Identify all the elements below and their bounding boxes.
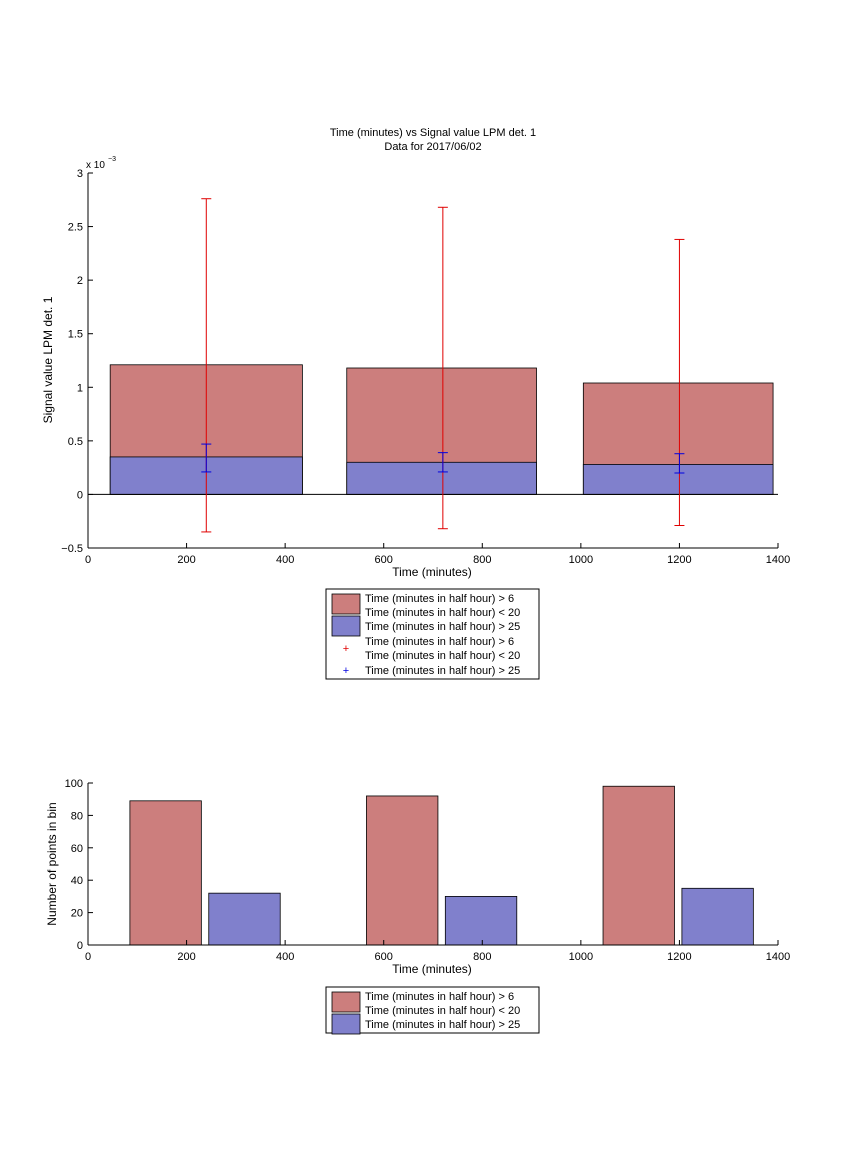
legend-box [325, 986, 540, 1034]
chart-subtitle: Data for 2017/06/02 [384, 141, 481, 153]
x-tick-label: 400 [276, 951, 294, 963]
bar-series-0 [366, 795, 439, 946]
legend-label: Time (minutes in half hour) < 20 [365, 607, 520, 619]
legend-box [325, 588, 540, 680]
bars-layer [129, 785, 754, 946]
axes-layer: 0 200 400 600 800 1000 1200 1400 0 20 40 60 80 100 [65, 778, 791, 963]
y-tick-label: 0 [77, 940, 83, 952]
x-tick-label: 800 [473, 951, 491, 963]
errorbars-layer [201, 198, 685, 533]
legend-marker-red-plus: + [343, 643, 349, 655]
y-axis-exponent: x 10 −3 [86, 156, 116, 171]
y-tick-label: 2.5 [68, 222, 83, 234]
y-tick-label: 100 [65, 778, 83, 790]
bar-series-1 [444, 896, 518, 946]
bar-series-1 [681, 887, 754, 946]
x-axis-label: Time (minutes) [392, 962, 472, 976]
bar-series-1 [346, 461, 537, 495]
legend-swatch-red [331, 593, 361, 615]
x-tick-label: 800 [473, 554, 491, 566]
y-axis-label: Number of points in bin [45, 802, 59, 925]
legend-label: Time (minutes in half hour) > 25 [365, 1019, 520, 1031]
legend-label: Time (minutes in half hour) > 6 [365, 593, 514, 605]
bar-series-0 [129, 800, 202, 946]
x-tick-label: 1200 [667, 951, 691, 963]
y-tick-label: 60 [71, 843, 83, 855]
legend-label: Time (minutes in half hour) > 25 [365, 665, 520, 677]
x-tick-label: 200 [177, 554, 195, 566]
bars-layer [109, 364, 774, 495]
legend-label: Time (minutes in half hour) > 6 [365, 636, 514, 648]
x-tick-label: 1200 [667, 554, 691, 566]
exponent-power: −3 [108, 156, 116, 163]
signal-chart: Time (minutes) vs Signal value LPM det. … [41, 127, 790, 579]
bar-series-0 [602, 785, 675, 946]
y-tick-label: 1.5 [68, 329, 83, 341]
x-tick-label: 1400 [766, 951, 790, 963]
y-tick-label: 0.5 [68, 436, 83, 448]
exponent-base: x 10 [86, 160, 105, 171]
legend-swatch-blue [331, 1013, 361, 1035]
x-tick-label: 1000 [569, 554, 593, 566]
count-chart: 0 200 400 600 800 1000 1200 1400 0 20 40 60 80 100 Ti… [45, 778, 790, 976]
legend-swatch-red [331, 991, 361, 1013]
x-tick-label: 1000 [569, 951, 593, 963]
x-tick-label: 1400 [766, 554, 790, 566]
x-tick-label: 0 [85, 554, 91, 566]
legend-label: Time (minutes in half hour) < 20 [365, 650, 520, 662]
x-axis-label: Time (minutes) [392, 565, 472, 579]
legend-label: Time (minutes in half hour) < 20 [365, 1005, 520, 1017]
legend-label: Time (minutes in half hour) > 6 [365, 991, 514, 1003]
y-tick-label: 40 [71, 875, 83, 887]
y-tick-label: −0.5 [61, 543, 83, 555]
signal-legend: Time (minutes in half hour) > 6 Time (mi… [325, 588, 540, 680]
x-tick-label: 200 [177, 951, 195, 963]
y-tick-label: 0 [77, 489, 83, 501]
axes-layer: 0 200 400 600 800 1000 1200 1400−0.500.511.522.… [61, 168, 790, 566]
legend-label: Time (minutes in half hour) > 25 [365, 621, 520, 633]
x-tick-label: 600 [375, 951, 393, 963]
bar-series-1 [582, 464, 774, 495]
y-tick-label: 1 [77, 382, 83, 394]
y-tick-label: 80 [71, 810, 83, 822]
y-tick-label: 20 [71, 908, 83, 920]
count-legend: Time (minutes in half hour) > 6 Time (mi… [325, 986, 540, 1035]
chart-title: Time (minutes) vs Signal value LPM det. … [330, 127, 536, 139]
x-tick-label: 0 [85, 951, 91, 963]
y-tick-label: 2 [77, 275, 83, 287]
legend-swatch-blue [331, 615, 361, 637]
x-tick-label: 600 [375, 554, 393, 566]
y-axis-label: Signal value LPM det. 1 [41, 296, 55, 423]
legend-marker-blue-plus: + [343, 665, 349, 677]
bar-series-1 [208, 892, 281, 946]
y-tick-label: 3 [77, 168, 83, 180]
x-tick-label: 400 [276, 554, 294, 566]
